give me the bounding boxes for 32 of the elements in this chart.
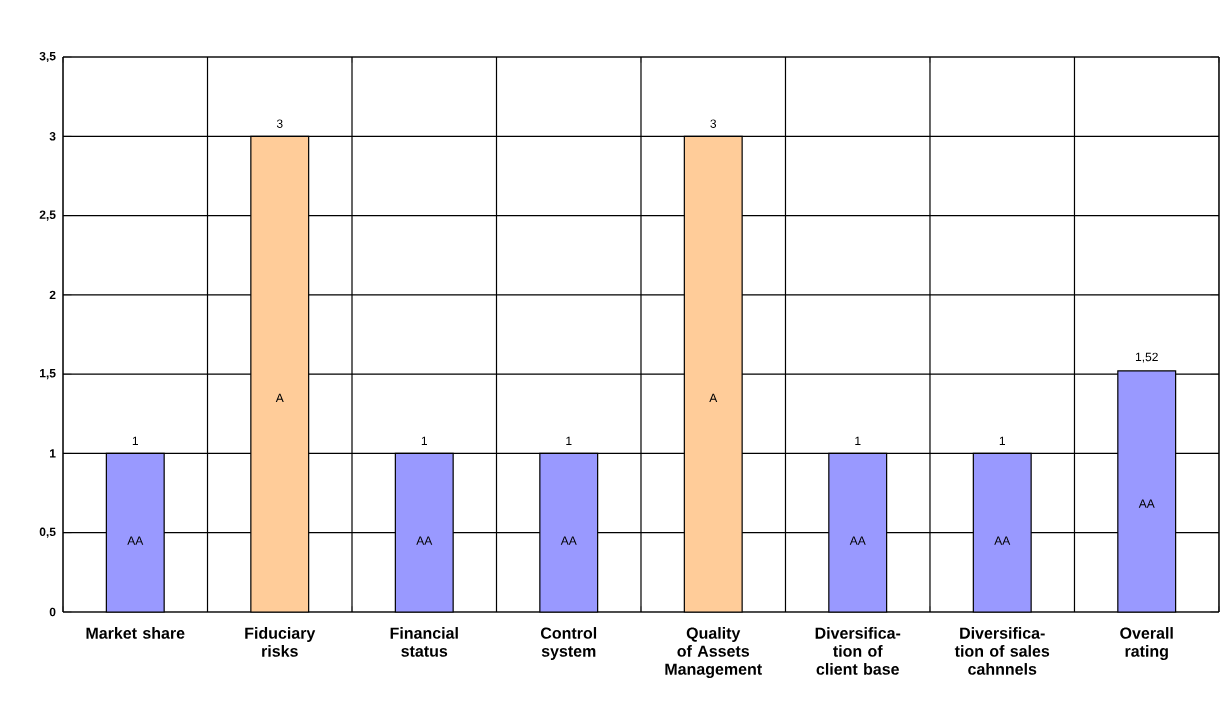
data-label: 1 (421, 436, 427, 446)
annotation: AA (416, 536, 433, 545)
y-tick-label: 0 (49, 607, 56, 617)
x-tick-label: Fiduciary risks (245, 627, 316, 657)
y-tick-label: 2,5 (39, 210, 56, 221)
x-tick-label: Diversifica-tion of client base (815, 627, 901, 675)
annotation: AA (1138, 499, 1155, 508)
y-tick-label: 2 (49, 290, 56, 300)
x-tick-label: Diversifica-tion of sales cahnnels (954, 627, 1050, 675)
annotation: A (709, 393, 718, 403)
annotation: AA (849, 536, 866, 545)
annotation: A (275, 393, 284, 403)
y-tick-label: 1 (50, 449, 56, 458)
data-label: 1,52 (1135, 352, 1158, 363)
annotation: AA (127, 536, 144, 545)
x-tick-label: Market share (86, 627, 185, 639)
data-label: 3 (710, 119, 717, 128)
x-tick-label: Control system (540, 627, 597, 660)
data-label: 1 (855, 436, 861, 446)
annotation: AA (994, 536, 1011, 545)
annotation: AA (560, 536, 577, 545)
data-label: 1 (132, 436, 139, 446)
y-tick-label: 3 (49, 132, 56, 141)
data-label: 1 (566, 436, 572, 446)
y-tick-label: 3,5 (39, 51, 56, 63)
y-tick-label: 0,5 (39, 527, 56, 538)
x-tick-label: Overall rating (1120, 627, 1173, 661)
data-label: 3 (276, 119, 283, 128)
y-tick-label: 1,5 (40, 369, 56, 380)
data-label: 1 (999, 436, 1005, 446)
x-tick-label: Financial status (390, 627, 458, 657)
x-tick-label: Quality of Assets Management (665, 627, 762, 679)
